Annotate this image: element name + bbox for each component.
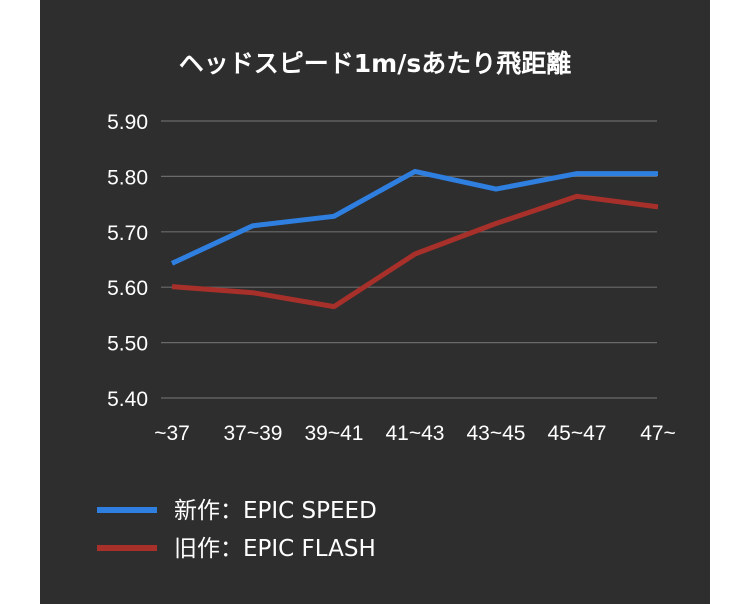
series-line-2 [171,193,659,310]
legend-label-1: 新作：EPIC SPEED [174,498,377,524]
x-tick-label: 39~41 [305,422,364,445]
y-tick-label: 5.80 [107,166,148,189]
y-tick-label: 5.90 [107,111,148,134]
x-tick-label: 43~45 [467,422,526,445]
series-line-1 [170,168,658,266]
chart-panel: ヘッドスピード1m/sあたり飛距離 [40,0,710,604]
x-tick-label: ~37 [154,422,190,445]
x-tick-label: 47~ [640,422,676,445]
y-tick-label: 5.70 [107,222,148,245]
x-tick-label: 37~39 [224,422,283,445]
x-tick-label: 45~47 [548,422,607,445]
x-tick-label: 41~43 [386,422,445,445]
chart-title: ヘッドスピード1m/sあたり飛距離 [178,49,572,78]
legend-label-2: 旧作：EPIC FLASH [174,536,376,562]
y-tick-label: 5.50 [107,333,148,356]
y-tick-label: 5.60 [107,277,148,300]
y-tick-label: 5.40 [107,388,148,411]
